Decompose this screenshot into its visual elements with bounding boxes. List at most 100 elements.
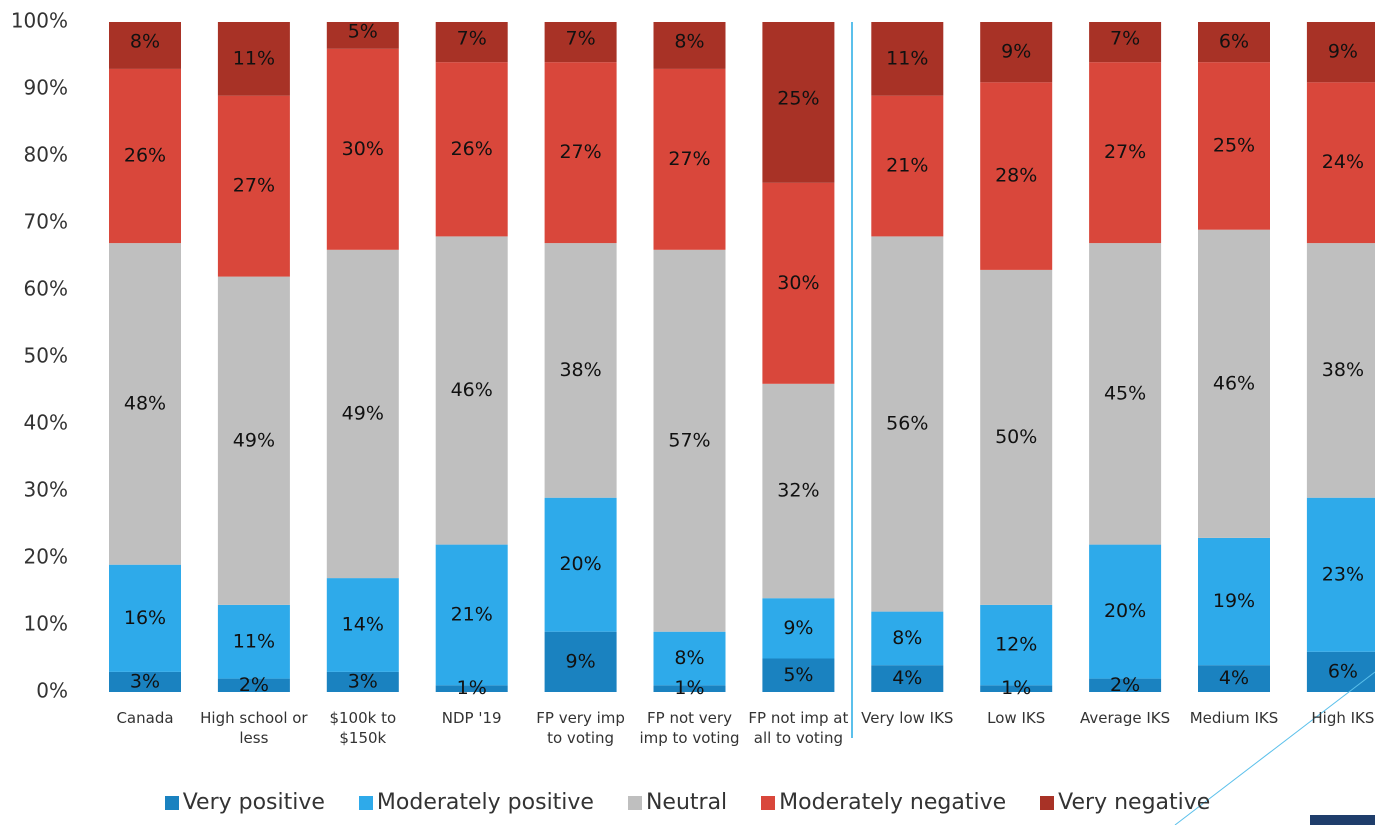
value-label: 12% [995,634,1037,656]
bar-segment [762,182,835,384]
legend-item: Moderately positive [358,790,594,815]
y-tick-label: 0% [36,679,68,703]
bar-segment [217,678,290,692]
value-label: 4% [1219,667,1249,689]
legend: Very positive Moderately positive Neutral M… [0,790,1375,815]
value-label: 5% [348,21,378,43]
value-label: 7% [566,27,596,49]
value-label: 50% [995,426,1037,448]
value-label: 6% [1328,660,1358,682]
decoration [1174,671,1375,825]
bar-segment [435,236,508,545]
bar-segment [326,22,399,49]
y-tick-label: 90% [24,76,68,100]
bar-segment [544,243,617,498]
x-tick-label: Low IKS [987,709,1046,727]
value-label: 28% [995,165,1037,187]
value-label: 1% [457,677,487,699]
x-tick-label: Average IKS [1080,709,1171,727]
x-tick-label: Canada [116,709,174,727]
value-label: 49% [233,429,275,451]
value-label: 24% [1322,151,1364,173]
bar-segment [1198,62,1270,230]
bar-segment [217,95,290,277]
value-label: 4% [892,667,922,689]
value-label: 8% [892,627,922,649]
value-label: 6% [1219,31,1249,53]
bar-segment [1198,229,1270,538]
x-tick-label: High IKS [1311,709,1375,727]
bar-segment [326,48,399,250]
bar-segment [217,276,290,605]
bar-segment [217,604,290,679]
bar-segment [544,497,617,632]
value-label: 5% [783,664,813,686]
bar-segment [871,665,944,692]
value-label: 30% [342,138,384,160]
legend-item: Very positive [164,790,325,815]
bar-segment [109,22,181,69]
legend-swatch [627,795,642,810]
bar-segment [435,685,508,692]
value-label: 2% [1110,674,1140,696]
bar-segment [1198,537,1270,666]
value-label: 30% [777,272,819,294]
y-tick-label: 50% [24,344,68,368]
bar-segment [762,383,835,599]
bar-segment [871,236,944,612]
legend-swatch [358,795,373,810]
bar-segment [1306,22,1375,83]
bar-segment [109,671,181,692]
bar-segment [1089,62,1162,244]
bar-segment [871,22,944,96]
bar-segment [1306,497,1375,652]
y-tick-label: 40% [24,411,68,435]
bar-segment [1306,82,1375,244]
bar-segment [1089,243,1162,545]
x-tick-label: Medium IKS [1189,709,1279,727]
value-label: 27% [233,175,275,197]
value-label: 9% [783,617,813,639]
bar-segment [980,22,1053,83]
bar-segment [980,269,1053,605]
value-label: 27% [559,141,601,163]
bar-segment [653,22,726,69]
value-label: 1% [1001,677,1031,699]
bar-segment [871,611,944,666]
bar-segment [653,249,726,632]
value-label: 2% [239,674,269,696]
legend-item: Very negative [1040,790,1210,815]
x-tick-label: FP not very imp to voting [639,709,740,747]
value-label: 38% [1322,359,1364,381]
value-label: 16% [124,607,166,629]
bar-segment [435,544,508,686]
y-tick-label: 30% [24,478,68,502]
bar-segment [1089,544,1162,679]
value-label: 48% [124,392,166,414]
bar-segment [435,22,508,63]
legend-label: Very negative [1058,790,1211,815]
x-tick-label: Very low IKS [861,709,954,727]
y-tick-label: 60% [24,277,68,301]
value-label: 26% [124,145,166,167]
bar-segment [217,22,290,96]
value-label: 11% [886,47,928,69]
legend-swatch [1040,795,1055,810]
bar-segment [762,598,835,659]
legend-label: Moderately negative [779,790,1007,815]
bar-segment [871,95,944,237]
bar-segment [1306,651,1375,692]
bar-segment [653,631,726,686]
bar-segment [980,82,1053,270]
bar-segment [326,671,399,692]
value-label: 19% [1213,590,1255,612]
bar-segment [326,249,399,579]
value-label: 32% [777,480,819,502]
value-label: 11% [233,47,275,69]
bar-segment [544,22,617,63]
value-label: 20% [559,553,601,575]
value-label: 14% [342,614,384,636]
bar-segment [109,68,181,244]
bar-segment [1306,243,1375,498]
bar-segment [653,685,726,692]
